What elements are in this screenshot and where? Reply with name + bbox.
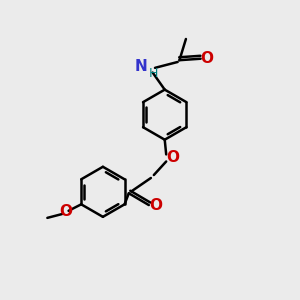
Text: O: O — [59, 204, 72, 219]
Text: O: O — [149, 198, 162, 213]
Text: N: N — [134, 59, 147, 74]
Text: O: O — [166, 150, 179, 165]
Text: H: H — [149, 67, 158, 80]
Text: O: O — [200, 51, 213, 66]
